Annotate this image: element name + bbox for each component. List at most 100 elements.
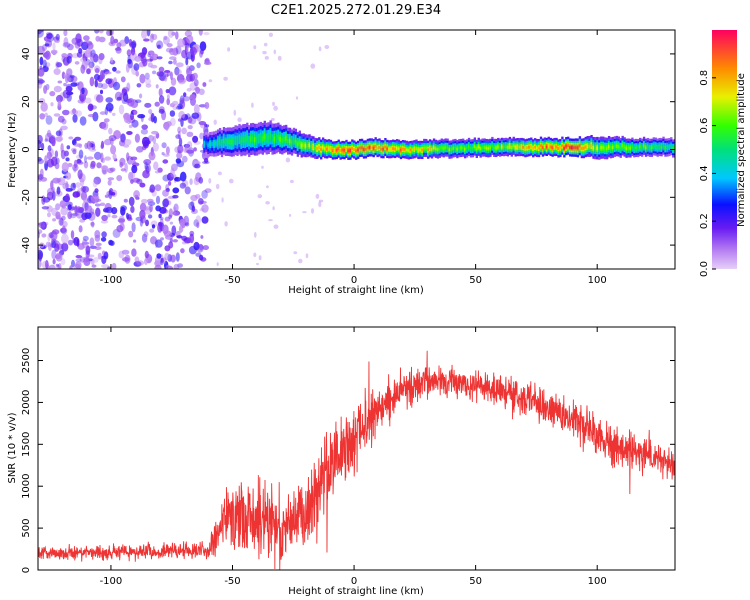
noise-blob [100, 220, 109, 224]
noise-blob [103, 251, 109, 260]
noise-blob [195, 86, 200, 95]
noise-blob [157, 222, 163, 233]
y-tick-label: 2500 [21, 348, 32, 373]
signal-cell [469, 147, 473, 150]
noise-blob [184, 222, 190, 227]
noise-blob [65, 193, 70, 202]
noise-blob [213, 119, 217, 125]
noise-blob [110, 35, 115, 45]
noise-blob [125, 63, 130, 73]
noise-blob [109, 240, 115, 246]
signal-cell [320, 147, 323, 152]
noise-blob [133, 261, 142, 267]
noise-blob [123, 198, 128, 203]
noise-blob [148, 109, 153, 114]
noise-blob [187, 125, 193, 130]
noise-blob [67, 239, 74, 246]
noise-blob [130, 156, 138, 161]
noise-blob [70, 182, 76, 191]
noise-blob [163, 230, 172, 237]
noise-blob [111, 207, 118, 215]
signal-cell [362, 148, 366, 151]
noise-blob [184, 186, 191, 195]
signal-cell [648, 146, 652, 150]
noise-blob [156, 71, 165, 77]
noise-blob [139, 73, 146, 84]
noise-blob [147, 62, 153, 68]
noise-blob [168, 214, 173, 220]
signal-cell [263, 134, 266, 140]
noise-blob [89, 237, 95, 247]
noise-blob [77, 169, 83, 180]
signal-cell [619, 146, 622, 150]
noise-blob [179, 218, 187, 226]
noise-blob [178, 226, 184, 233]
noise-blob [84, 142, 89, 149]
noise-blob [84, 97, 92, 104]
noise-blob [144, 72, 150, 80]
signal-cell [629, 146, 632, 150]
noise-blob [131, 119, 139, 128]
snr-ylabel: SNR (10 * v/v) [7, 412, 18, 483]
noise-blob [202, 160, 210, 165]
noise-blob [141, 233, 148, 243]
noise-blob [113, 38, 119, 44]
noise-blob [107, 179, 112, 186]
noise-blob [108, 127, 113, 135]
noise-blob [99, 111, 107, 115]
noise-blob [46, 158, 55, 168]
noise-blob [105, 102, 114, 112]
noise-blob [61, 242, 69, 252]
noise-blob [172, 100, 179, 106]
noise-blob [84, 40, 93, 46]
x-tick-label: 50 [469, 275, 482, 286]
noise-blob [142, 207, 151, 211]
signal-cell [545, 145, 548, 149]
noise-blob [74, 205, 78, 215]
noise-blob [199, 49, 203, 58]
noise-blob [56, 62, 63, 68]
noise-blob [100, 140, 105, 149]
noise-blob [189, 178, 193, 185]
noise-blob [104, 71, 112, 75]
signal-cell [604, 146, 607, 151]
noise-blob [101, 83, 108, 90]
signal-cell [600, 145, 603, 150]
noise-blob [78, 47, 83, 54]
noise-blob [75, 182, 81, 188]
noise-blob [44, 43, 50, 47]
signal-cell [438, 147, 442, 151]
noise-blob [94, 79, 98, 88]
y-tick-label: 500 [21, 519, 32, 538]
signal-cell [343, 148, 346, 152]
signal-cell [285, 136, 288, 141]
noise-blob [193, 161, 201, 165]
noise-blob [48, 232, 54, 239]
noise-blob [199, 121, 207, 129]
signal-cell [561, 144, 564, 148]
noise-blob [270, 118, 275, 121]
noise-blob [162, 36, 170, 45]
noise-blob [85, 245, 91, 255]
noise-blob [72, 182, 76, 188]
noise-blob [100, 237, 107, 242]
noise-blob [302, 211, 307, 214]
noise-blob [155, 239, 163, 248]
noise-blob [182, 155, 188, 163]
noise-blob [51, 240, 56, 249]
noise-blob [156, 253, 162, 259]
signal-cell [662, 144, 665, 148]
signal-cell [642, 144, 646, 148]
signal-cell [279, 136, 282, 142]
noise-blob [253, 45, 257, 50]
noise-blob [116, 42, 122, 48]
noise-blob [42, 196, 51, 203]
signal-cell [215, 141, 218, 146]
signal-cell [498, 146, 502, 150]
noise-blob [57, 80, 63, 84]
signal-cell [370, 145, 373, 149]
noise-blob [81, 212, 88, 221]
noise-blob [125, 212, 129, 220]
y-tick-label: 0 [21, 146, 32, 152]
